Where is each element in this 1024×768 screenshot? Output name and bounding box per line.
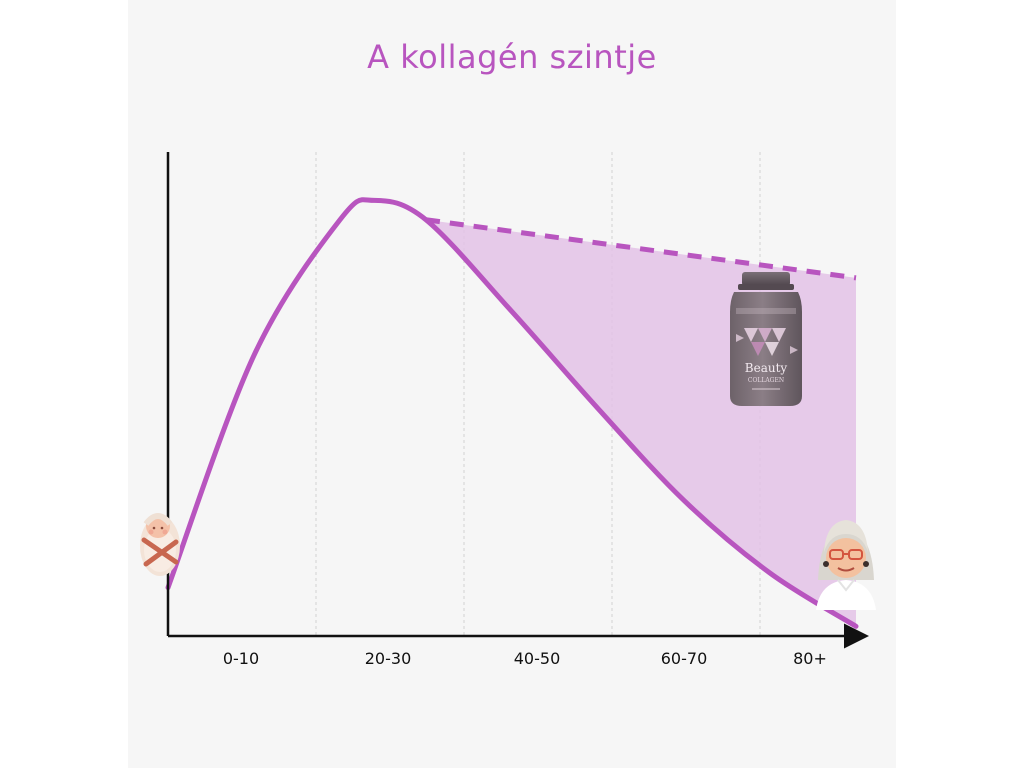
collagen-level-line xyxy=(165,197,859,629)
x-tick-label: 20-30 xyxy=(365,649,412,668)
jar-product-text: COLLAGEN xyxy=(748,377,784,384)
x-tick-label: 60-70 xyxy=(661,649,708,668)
x-tick-label: 40-50 xyxy=(514,649,561,668)
x-tick-labels: 0-10 20-30 40-50 60-70 80+ xyxy=(223,649,827,668)
elderly-woman-icon xyxy=(816,520,876,610)
x-tick-label: 80+ xyxy=(793,649,827,668)
supplemented-level-line xyxy=(425,217,857,281)
collagen-jar-icon: Beauty COLLAGEN xyxy=(730,272,802,406)
collagen-chart: 0-10 20-30 40-50 60-70 80+ Beauty COLLAGEN xyxy=(140,152,876,668)
x-tick-label: 0-10 xyxy=(223,649,259,668)
chart-canvas: A kollagén szintje 0-10 20-30 40-50 60-70 80… xyxy=(128,0,896,768)
baby-icon xyxy=(140,513,180,576)
chart-title: A kollagén szintje xyxy=(367,38,657,76)
jar-brand-text: Beauty xyxy=(745,361,788,375)
shaded-band xyxy=(426,219,856,627)
shaded-area xyxy=(426,219,856,627)
series-layer xyxy=(165,197,859,629)
